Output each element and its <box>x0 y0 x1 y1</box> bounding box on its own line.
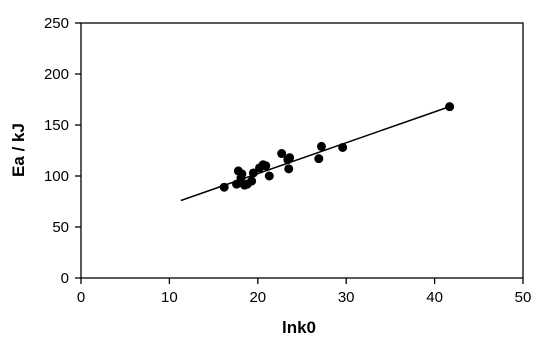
data-point <box>264 171 274 181</box>
x-tick-label: 30 <box>338 289 355 306</box>
x-axis-title: lnk0 <box>282 318 316 337</box>
x-tick-label: 20 <box>249 289 266 306</box>
y-axis-title: Ea / kJ <box>9 123 28 177</box>
x-tick-label: 50 <box>515 289 532 306</box>
data-point <box>277 149 287 159</box>
y-tick-label: 200 <box>44 66 69 83</box>
data-point <box>237 169 247 179</box>
y-tick-label: 150 <box>44 117 69 134</box>
data-point <box>247 176 257 186</box>
y-tick-label: 50 <box>52 219 69 236</box>
plot-area <box>80 22 524 279</box>
data-point <box>248 168 258 178</box>
y-axis: 0 50 100 150 200 250 <box>44 15 81 287</box>
data-point <box>284 164 294 174</box>
x-tick-label: 10 <box>161 289 178 306</box>
x-tick-label: 40 <box>426 289 443 306</box>
x-axis: 0 10 20 30 40 50 <box>77 278 532 306</box>
x-tick-label: 0 <box>77 289 85 306</box>
plot-frame <box>80 22 524 279</box>
data-point <box>314 154 324 164</box>
y-tick-label: 250 <box>44 15 69 32</box>
data-point <box>338 142 348 152</box>
data-point <box>219 182 229 192</box>
data-point <box>445 102 455 112</box>
data-point <box>316 141 326 151</box>
y-tick-label: 100 <box>44 168 69 185</box>
y-tick-label: 0 <box>61 270 69 287</box>
data-point <box>285 153 295 163</box>
data-point <box>261 161 271 171</box>
data-points <box>219 102 455 192</box>
